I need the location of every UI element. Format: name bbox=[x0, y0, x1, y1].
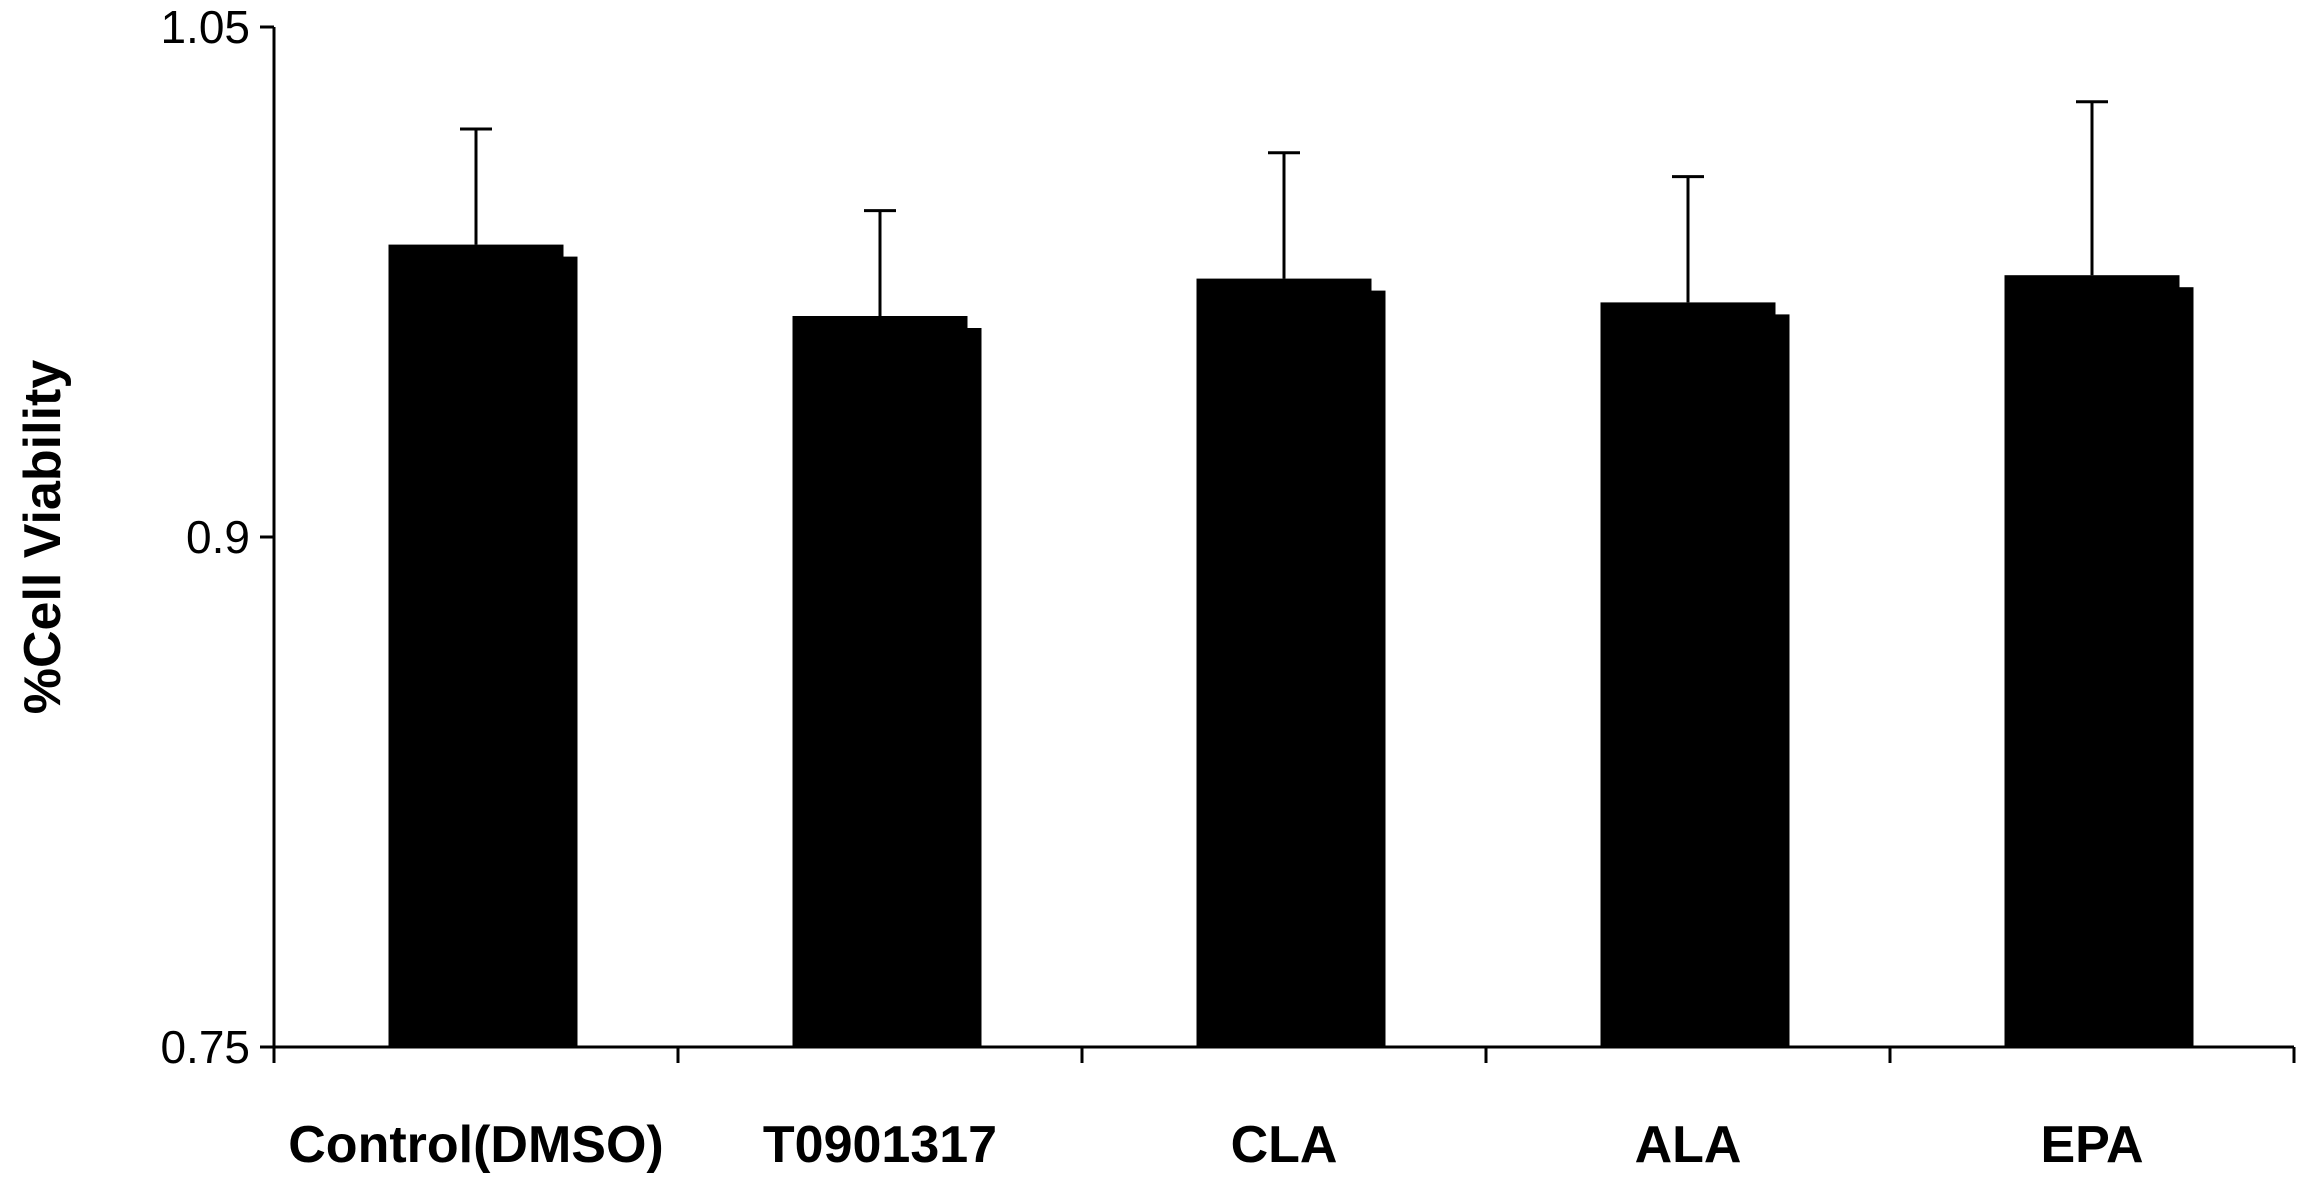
x-tick-label: EPA bbox=[2040, 1116, 2143, 1174]
error-bars-layer bbox=[460, 100, 2108, 316]
y-tick-label: 0.75 bbox=[160, 1021, 250, 1073]
x-tick-label: T0901317 bbox=[763, 1116, 997, 1174]
bar-shadow bbox=[1371, 290, 1386, 1048]
bar bbox=[792, 316, 968, 1047]
bar-shadow bbox=[563, 256, 578, 1048]
y-tick-label: 1.05 bbox=[160, 1, 250, 53]
x-tick-label: CLA bbox=[1231, 1116, 1338, 1174]
y-tick-label: 0.9 bbox=[186, 511, 250, 563]
x-tick-label: Control(DMSO) bbox=[288, 1116, 663, 1174]
bars-layer bbox=[388, 244, 2194, 1048]
bar-shadow bbox=[2179, 287, 2194, 1047]
bar bbox=[388, 244, 564, 1048]
x-ticks-layer: Control(DMSO) T0901317 CLA ALA EPA bbox=[272, 1047, 2296, 1174]
y-ticks-layer: 0.75 0.9 1.05 bbox=[160, 1, 274, 1073]
y-axis-title: %Cell Viability bbox=[14, 360, 72, 715]
bar-shadow bbox=[1775, 314, 1790, 1047]
bar bbox=[1196, 278, 1372, 1048]
bar-shadow bbox=[967, 328, 982, 1047]
bar bbox=[2004, 275, 2180, 1047]
x-tick-label: ALA bbox=[1635, 1116, 1742, 1174]
bar bbox=[1600, 302, 1776, 1047]
